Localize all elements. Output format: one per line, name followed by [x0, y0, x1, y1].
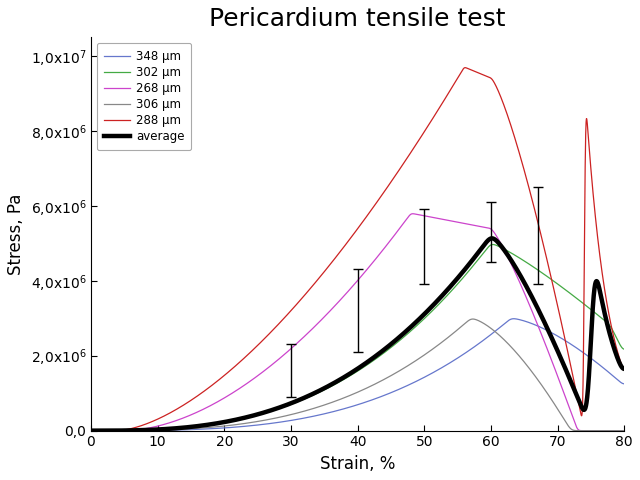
288 μm [475, 70, 483, 76]
306 μm [340, 395, 348, 401]
302 μm [474, 256, 482, 262]
268 μm [475, 223, 483, 229]
306 μm [475, 318, 483, 324]
288 μm [311, 280, 319, 286]
average [488, 236, 496, 241]
288 μm [620, 367, 628, 373]
Line: 302 μm: 302 μm [91, 244, 624, 431]
Line: 348 μm: 348 μm [91, 319, 624, 431]
302 μm [311, 391, 319, 397]
302 μm [577, 299, 585, 305]
348 μm [577, 348, 585, 354]
306 μm [87, 428, 95, 433]
268 μm [620, 428, 628, 433]
348 μm [510, 316, 518, 322]
302 μm [620, 346, 628, 352]
306 μm [311, 405, 319, 411]
288 μm [87, 428, 95, 433]
268 μm [340, 293, 348, 299]
348 μm [474, 341, 482, 347]
average [311, 390, 319, 396]
288 μm [461, 65, 469, 71]
306 μm [604, 428, 612, 433]
268 μm [316, 319, 323, 325]
348 μm [316, 412, 323, 418]
348 μm [604, 369, 612, 374]
Legend: 348 μm, 302 μm, 268 μm, 306 μm, 288 μm, average: 348 μm, 302 μm, 268 μm, 306 μm, 288 μm, … [97, 43, 191, 150]
Y-axis label: Stress, Pa: Stress, Pa [7, 193, 25, 275]
306 μm [577, 428, 585, 433]
302 μm [87, 428, 95, 433]
348 μm [87, 428, 95, 433]
average [474, 250, 482, 255]
302 μm [604, 321, 612, 326]
Line: 268 μm: 268 μm [91, 214, 624, 431]
Line: average: average [91, 239, 624, 431]
Title: Pericardium tensile test: Pericardium tensile test [209, 7, 506, 31]
288 μm [604, 306, 612, 312]
268 μm [87, 428, 95, 433]
Line: 288 μm: 288 μm [91, 68, 624, 431]
306 μm [316, 404, 323, 409]
268 μm [311, 324, 319, 329]
306 μm [620, 428, 628, 433]
average [620, 366, 628, 372]
348 μm [311, 413, 319, 419]
306 μm [578, 428, 586, 433]
348 μm [340, 406, 348, 411]
288 μm [577, 413, 585, 419]
average [577, 404, 585, 409]
X-axis label: Strain, %: Strain, % [320, 455, 396, 473]
302 μm [340, 376, 348, 382]
268 μm [577, 428, 585, 433]
302 μm [316, 389, 323, 395]
288 μm [340, 243, 348, 249]
348 μm [620, 381, 628, 387]
288 μm [316, 275, 323, 281]
268 μm [604, 428, 612, 433]
average [604, 324, 612, 330]
302 μm [489, 241, 497, 247]
Line: 306 μm: 306 μm [91, 319, 624, 431]
306 μm [469, 316, 477, 322]
average [87, 428, 95, 433]
average [316, 388, 323, 394]
average [340, 374, 348, 380]
268 μm [409, 211, 417, 216]
